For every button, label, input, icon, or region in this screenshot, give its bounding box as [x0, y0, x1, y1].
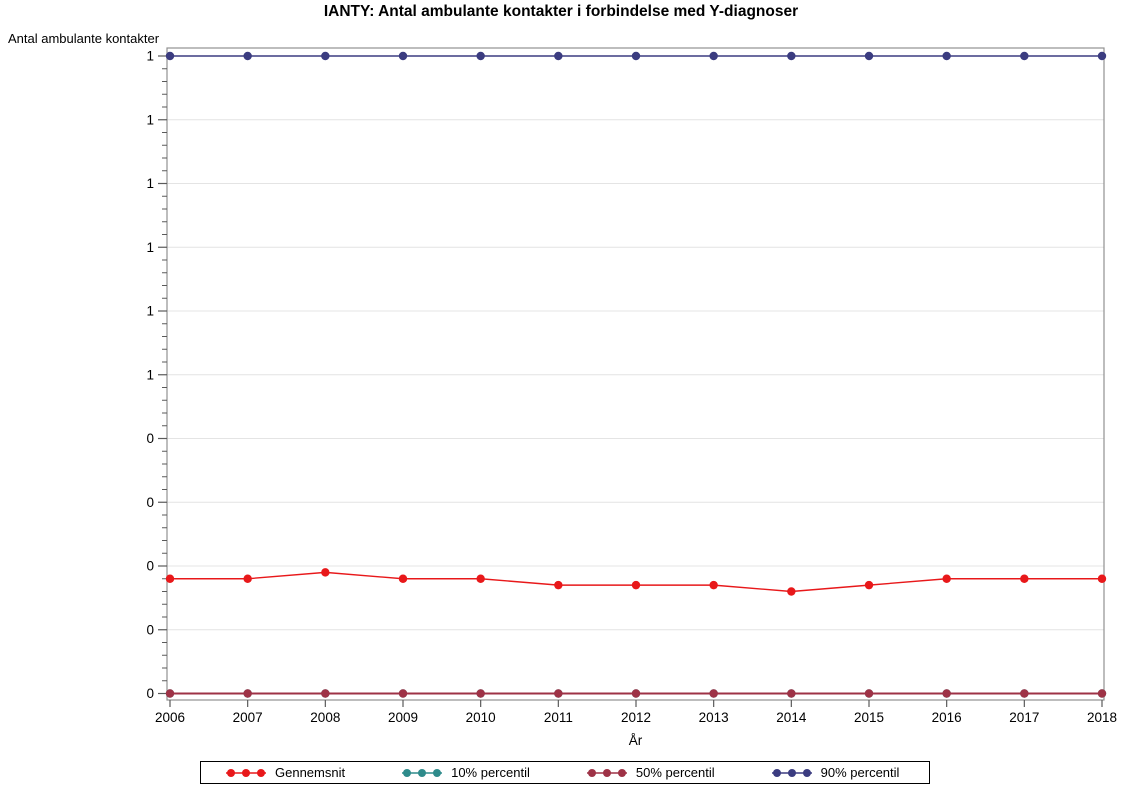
legend-marker-icon [402, 768, 443, 777]
legend-item-90%-percentil: 90% percentil [771, 765, 900, 780]
data-point [476, 51, 485, 61]
data-point [1020, 51, 1029, 61]
data-point [787, 689, 796, 698]
x-tick-label: 2007 [233, 710, 263, 725]
data-point [243, 51, 252, 61]
legend-item-gennemsnit: Gennemsnit [225, 765, 345, 780]
x-tick-label: 2017 [1009, 710, 1039, 725]
data-point [631, 580, 641, 590]
x-tick-label: 2010 [466, 710, 496, 725]
data-point [709, 580, 718, 590]
legend-item-50%-percentil: 50% percentil [586, 765, 715, 780]
y-tick-label: 0 [146, 559, 154, 574]
x-tick-label: 2013 [699, 710, 729, 725]
data-point [1020, 574, 1029, 583]
data-point [631, 689, 641, 698]
legend-item-label: 90% percentil [820, 765, 900, 780]
data-point [631, 51, 641, 61]
x-tick-label: 2011 [544, 710, 573, 725]
data-point [709, 689, 718, 698]
data-point [942, 689, 951, 698]
data-point [243, 574, 252, 583]
y-tick-label: 0 [146, 622, 154, 637]
data-point [165, 574, 175, 583]
x-tick-label: 2014 [776, 710, 807, 725]
legend-marker-icon [771, 768, 812, 777]
legend-marker-icon [226, 768, 266, 777]
data-point [864, 51, 874, 61]
data-point [476, 574, 485, 583]
data-point [554, 689, 563, 698]
y-tick-label: 0 [146, 686, 154, 701]
data-point [165, 51, 175, 61]
y-tick-label: 1 [146, 112, 154, 127]
data-point [787, 587, 796, 596]
y-tick-label: 1 [146, 304, 154, 319]
plot-area: 0 0 0 0 0 1 1 1 1 1 1 2006 2007 2008 2009 2010 2011 2012 2… [146, 47, 1117, 725]
legend-item-label: Gennemsnit [275, 765, 346, 780]
legend-item-label: 10% percentil [451, 765, 530, 780]
legend: Gennemsnit 10% percentil 50% percentil 90% … [200, 761, 930, 784]
data-point [1097, 689, 1107, 698]
data-point [709, 51, 718, 61]
data-point [321, 568, 330, 577]
y-tick-label: 0 [146, 431, 154, 446]
x-axis-title: År [628, 733, 643, 748]
y-tick-label: 1 [146, 176, 154, 191]
legend-marker-icon [586, 768, 627, 777]
data-point [398, 689, 408, 698]
y-tick-label: 1 [146, 367, 154, 382]
data-point [864, 580, 874, 590]
data-point [554, 580, 563, 590]
x-tick-label: 2015 [854, 710, 884, 725]
data-point [554, 51, 563, 61]
data-point [165, 689, 175, 698]
data-point [321, 51, 330, 61]
x-tick-label: 2012 [621, 710, 651, 725]
data-point [398, 51, 408, 61]
y-tick-label: 1 [146, 49, 154, 64]
data-point [864, 689, 874, 698]
y-tick-label: 1 [146, 240, 154, 255]
data-point [942, 51, 951, 61]
x-tick-label: 2018 [1087, 710, 1117, 725]
data-point [1097, 574, 1107, 583]
data-point [1097, 51, 1107, 61]
legend-item-10%-percentil: 10% percentil [401, 765, 530, 780]
data-point [243, 689, 252, 698]
y-tick-label: 0 [146, 495, 154, 510]
x-tick-label: 2016 [932, 710, 962, 725]
plot-frame [166, 47, 1105, 701]
data-point [787, 51, 796, 61]
data-point [321, 689, 330, 698]
x-tick-label: 2009 [388, 710, 418, 725]
legend-item-label: 50% percentil [635, 765, 715, 780]
data-point [476, 689, 485, 698]
data-point [398, 574, 408, 583]
x-tick-label: 2008 [310, 710, 340, 725]
data-point [1020, 689, 1029, 698]
y-axis-caption: Antal ambulante kontakter [8, 31, 160, 46]
chart-title: IANTY: Antal ambulante kontakter i forbi… [323, 3, 799, 20]
data-point [942, 574, 951, 583]
x-tick-label: 2006 [155, 710, 185, 725]
